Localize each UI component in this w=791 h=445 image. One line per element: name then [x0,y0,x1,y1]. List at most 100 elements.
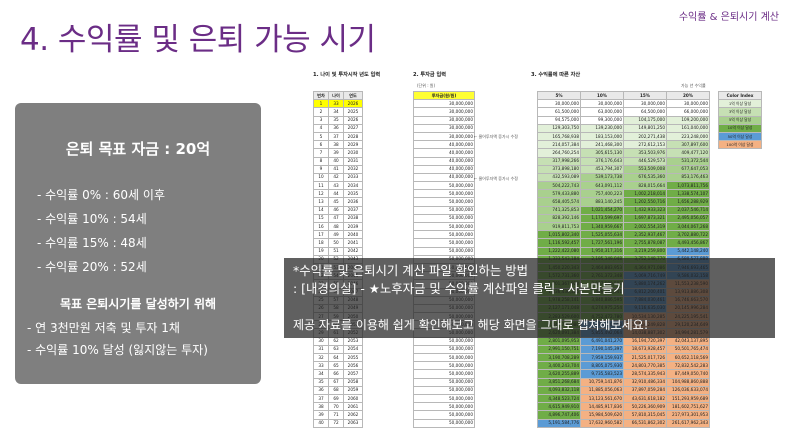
table-row: 15 47 2038 [313,213,363,224]
table-cell: 2062 [343,410,363,420]
table-row: 2,801,095,953 6,491,041,270 16,194,720,397… [537,336,710,346]
table-row: 50,000,000 [413,230,475,240]
table-row: 10 42 2033 [313,172,363,183]
table-cell: 853,176,463 [666,172,710,183]
color-index-item: 10억 이상 달성 [718,123,762,133]
table-cell: 40,000,000 [413,156,475,166]
table-cell: 2032 [343,164,363,174]
table-cell: 1,173,599,697 [580,213,624,224]
table-row: 18 50 2041 [313,238,363,248]
table-row: 50,000,000 [413,221,475,232]
table-cell: 4,348,523,724 [537,393,581,404]
table-cell: 2,002,554,319 [623,221,667,232]
section1-label: 1. 나이 및 투자시작 년도 입력 [313,72,381,78]
table-cell: 1,525,055,634 [580,230,624,240]
table-row: 5 37 2028 [313,131,363,142]
table-cell: 4,615,949,910 [537,402,581,412]
table-cell: 2061 [343,402,363,412]
table-cell: 40,000,000 [413,172,475,183]
table-row: 40,000,000 [413,148,475,158]
table-cell: 261,617,962,343 [666,418,710,428]
table-cell: 1,015,802,340 [537,230,581,240]
table-cell: 42 [328,172,344,183]
table-cell: 50,000,000 [413,361,475,371]
col-header: 투자금(원/원) [413,90,475,101]
table-row: 33 65 2056 [313,361,363,371]
table-cell: 1,656,288,929 [666,197,710,207]
col-header: 20% [666,90,710,101]
instruction-line: *수익률 및 은퇴시기 계산 파일 확인하는 방법 [293,263,529,278]
table-row: 2 34 2025 [313,107,363,117]
table-cell: 2037 [343,205,363,215]
table-cell: 2,037,546,714 [666,205,710,215]
table-cell: 7,959,159,937 [580,352,624,363]
table-cell: 1,002,218,014 [623,189,667,199]
table-cell: 6,491,041,270 [580,336,624,346]
table-cell: 37,897,059,284 [623,385,667,395]
table-cell: 50,000,000 [413,402,475,412]
table-cell: 2054 [343,344,363,355]
table-row: 3,190,708,289 7,959,159,937 21,525,017,726… [537,352,710,363]
table-cell: 50,000,000 [413,246,475,256]
table-cell: 165,768,938 [537,131,581,142]
table-cell: 4 [313,123,329,133]
table-cell: 15,984,509,620 [580,410,624,420]
table-cell: 66,000,000 [666,107,710,117]
table-cell: 353,503,976 [623,148,667,158]
table-cell: 2029 [343,140,363,150]
table-row: 50,000,000 [413,213,475,224]
table-cell: 13 [313,197,329,207]
table-row: 39 71 2062 [313,410,363,420]
table-cell: 149,801,250 [623,123,667,133]
table-cell: 376,176,643 [580,156,624,166]
table-cell: 37 [313,393,329,404]
table-row: 40 72 2063 [313,418,363,428]
table-cell: 50,000,000 [413,352,475,363]
table-row: 37 69 2060 [313,393,363,404]
summary-item: - 수익률 15% : 48세 [37,236,147,250]
table-cell: 39 [328,148,344,158]
table-cell: 126,036,633,074 [666,385,710,395]
table-cell: 43,631,618,182 [623,393,667,404]
unit-note-2: 가능 년 수익률 [681,83,706,88]
table-row: 19 51 2042 [313,246,363,256]
table-cell: 741,325,853 [537,205,581,215]
table-cell: 4,896,747,406 [537,410,581,420]
table-cell: 14,485,917,836 [580,402,624,412]
invest-note: ← 물어투자액 증가시 수정 [474,134,518,139]
table-cell: 2053 [343,336,363,346]
table-cell: 66,531,862,302 [623,418,667,428]
table-cell: 264,760,254 [537,148,581,158]
table-cell: 2059 [343,385,363,395]
table-cell: 139,230,000 [580,123,624,133]
page-subtitle: 수익률 & 은퇴시기 계산 [678,12,779,23]
table-cell: 3,851,268,684 [537,377,581,387]
table-row: 6 38 2029 [313,140,363,150]
table-cell: 3 [313,115,329,125]
col-header: 15% [623,90,667,101]
table-cell: 1,222,422,080 [537,246,581,256]
table-row: 504,222,743 643,091,112 828,015,664 1,073,8… [537,181,710,191]
table-cell: 676,535,360 [623,172,667,183]
table-cell: 66 [328,369,344,379]
table-cell: 2055 [343,352,363,363]
table-cell: 919,811,753 [537,221,581,232]
table-cell: 50,000,000 [413,385,475,395]
table-row: 5,191,584,776 17,632,960,582 66,531,862,30… [537,418,710,428]
table-cell: 677,647,053 [666,164,710,174]
summary-list: - 수익률 0% : 60세 이후 - 수익률 10% : 54세 - 수익률 … [37,183,165,279]
table-cell: 446,529,573 [623,156,667,166]
table-row: 8 40 2031 [313,156,363,166]
table-cell: 453,794,307 [580,164,624,174]
table-cell: 3,190,708,289 [537,352,581,363]
table-row: 9 41 2032 [313,164,363,174]
table-row: 50,000,000 [413,238,475,248]
table-cell: 104,175,000 [623,115,667,125]
table-cell: 2038 [343,213,363,224]
table-row: 828,392,146 1,173,599,697 1,697,873,321 2,4… [537,213,710,224]
table-cell: 2031 [343,156,363,166]
table-cell: 1,073,811,756 [666,181,710,191]
table-cell: 30,000,000 [537,99,581,109]
table-cell: 31 [313,344,329,355]
table-row: 1,015,802,340 1,525,055,634 2,352,937,467 3… [537,230,710,240]
